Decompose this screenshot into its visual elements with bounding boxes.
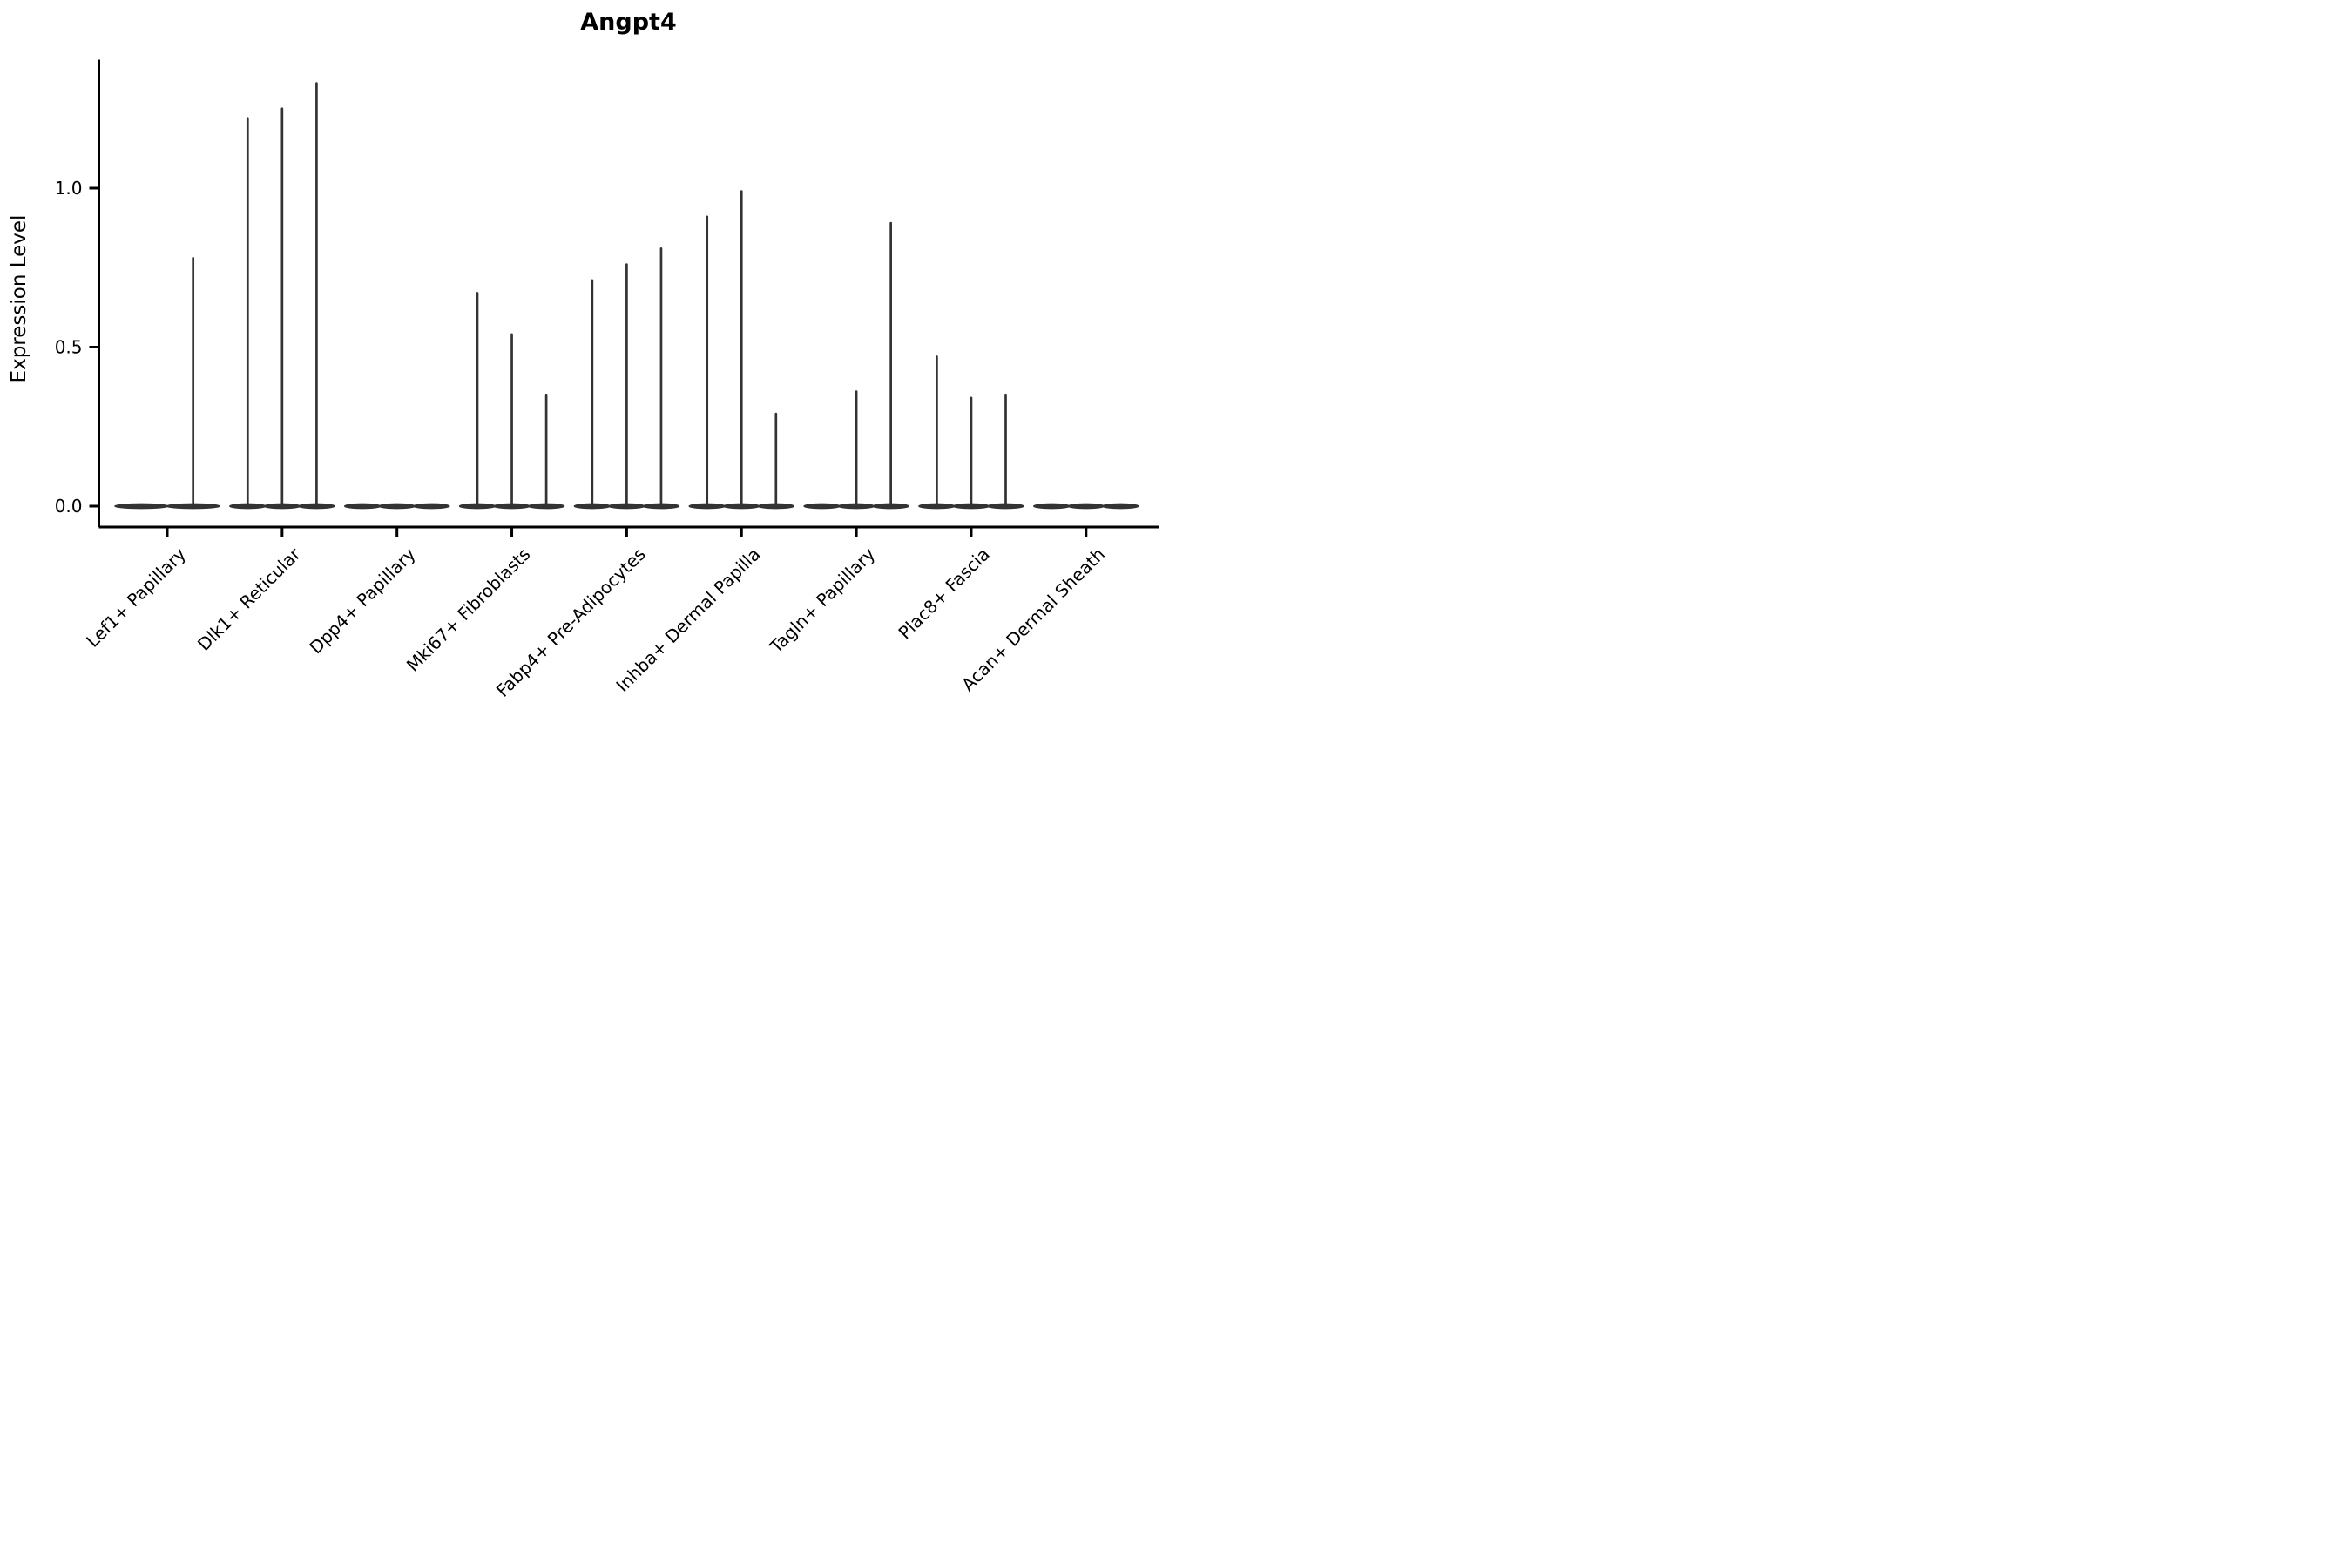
y-tick-label: 0.5 [55, 337, 83, 358]
violin-base [1102, 503, 1139, 510]
violin-base [1032, 503, 1071, 510]
violin-plot-canvas: 0.0 0.5 1.0 [55, 59, 1159, 537]
violin-base [1067, 503, 1105, 510]
violin-base [412, 503, 450, 510]
y-tick-label: 0.0 [55, 496, 83, 517]
violin-base [803, 503, 841, 510]
violin-base [378, 503, 416, 510]
y-tick-label: 1.0 [55, 178, 83, 199]
violin-plot-figure: Angpt4 Expression Level 0.0 0.5 1.0 Lef1+ … [0, 0, 1176, 784]
chart-title: Angpt4 [580, 9, 677, 36]
violin-base [343, 503, 382, 510]
violin-base [114, 503, 169, 510]
